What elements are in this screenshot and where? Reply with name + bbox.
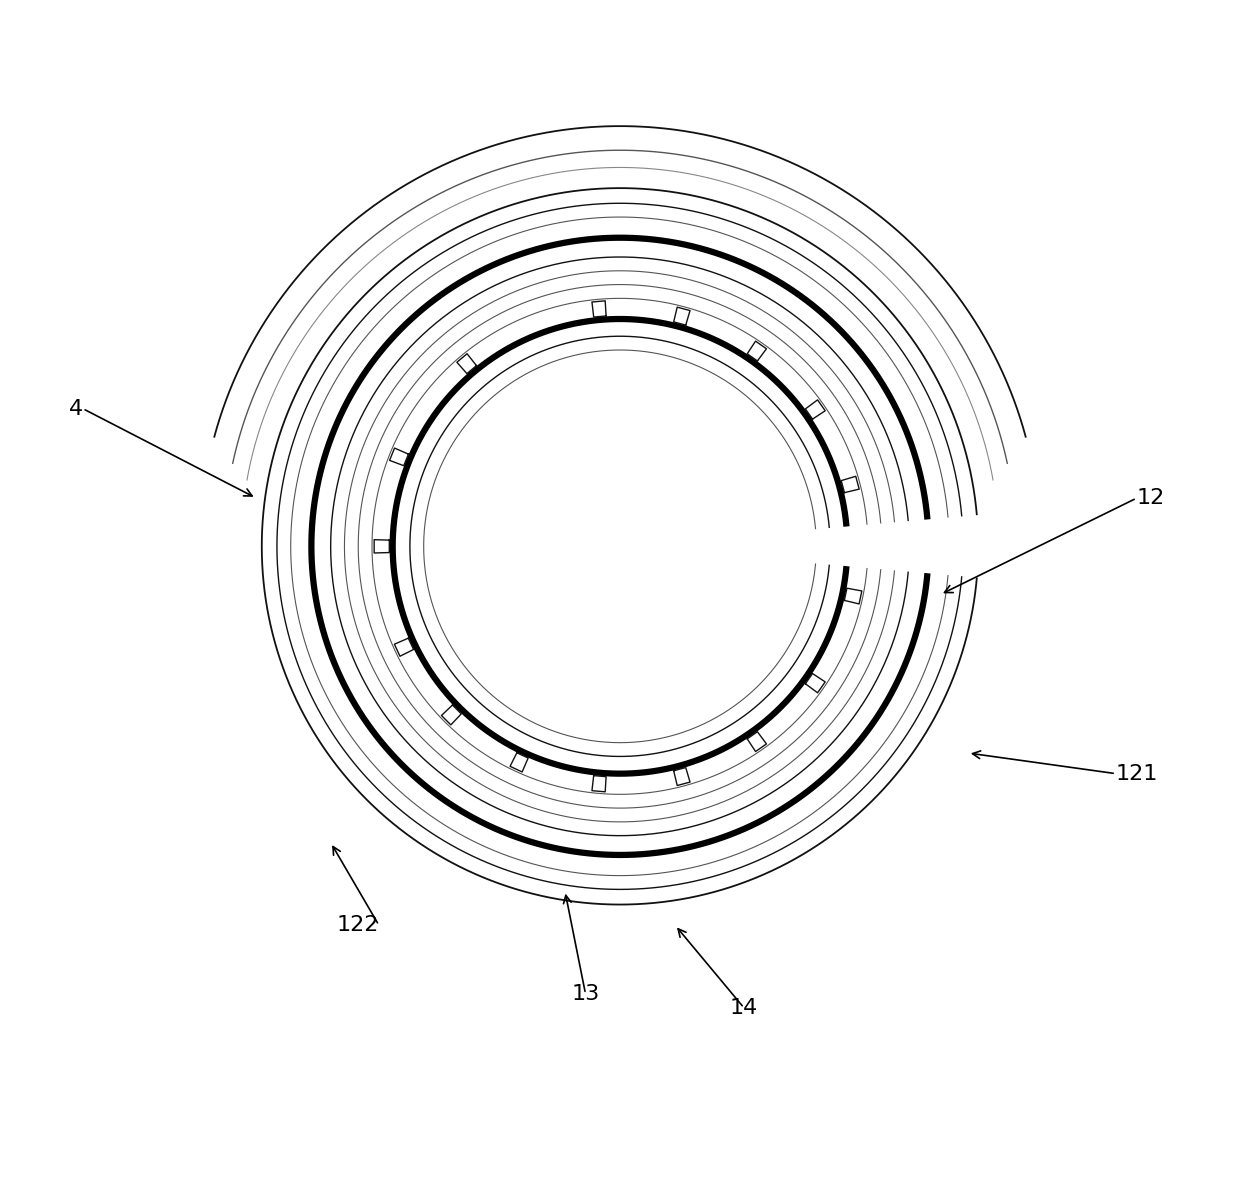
Text: 121: 121: [1116, 764, 1158, 783]
Text: 13: 13: [572, 984, 600, 1005]
Text: 14: 14: [730, 997, 758, 1018]
Text: 122: 122: [336, 915, 379, 935]
Text: 4: 4: [68, 398, 83, 419]
Text: 12: 12: [1137, 488, 1164, 508]
